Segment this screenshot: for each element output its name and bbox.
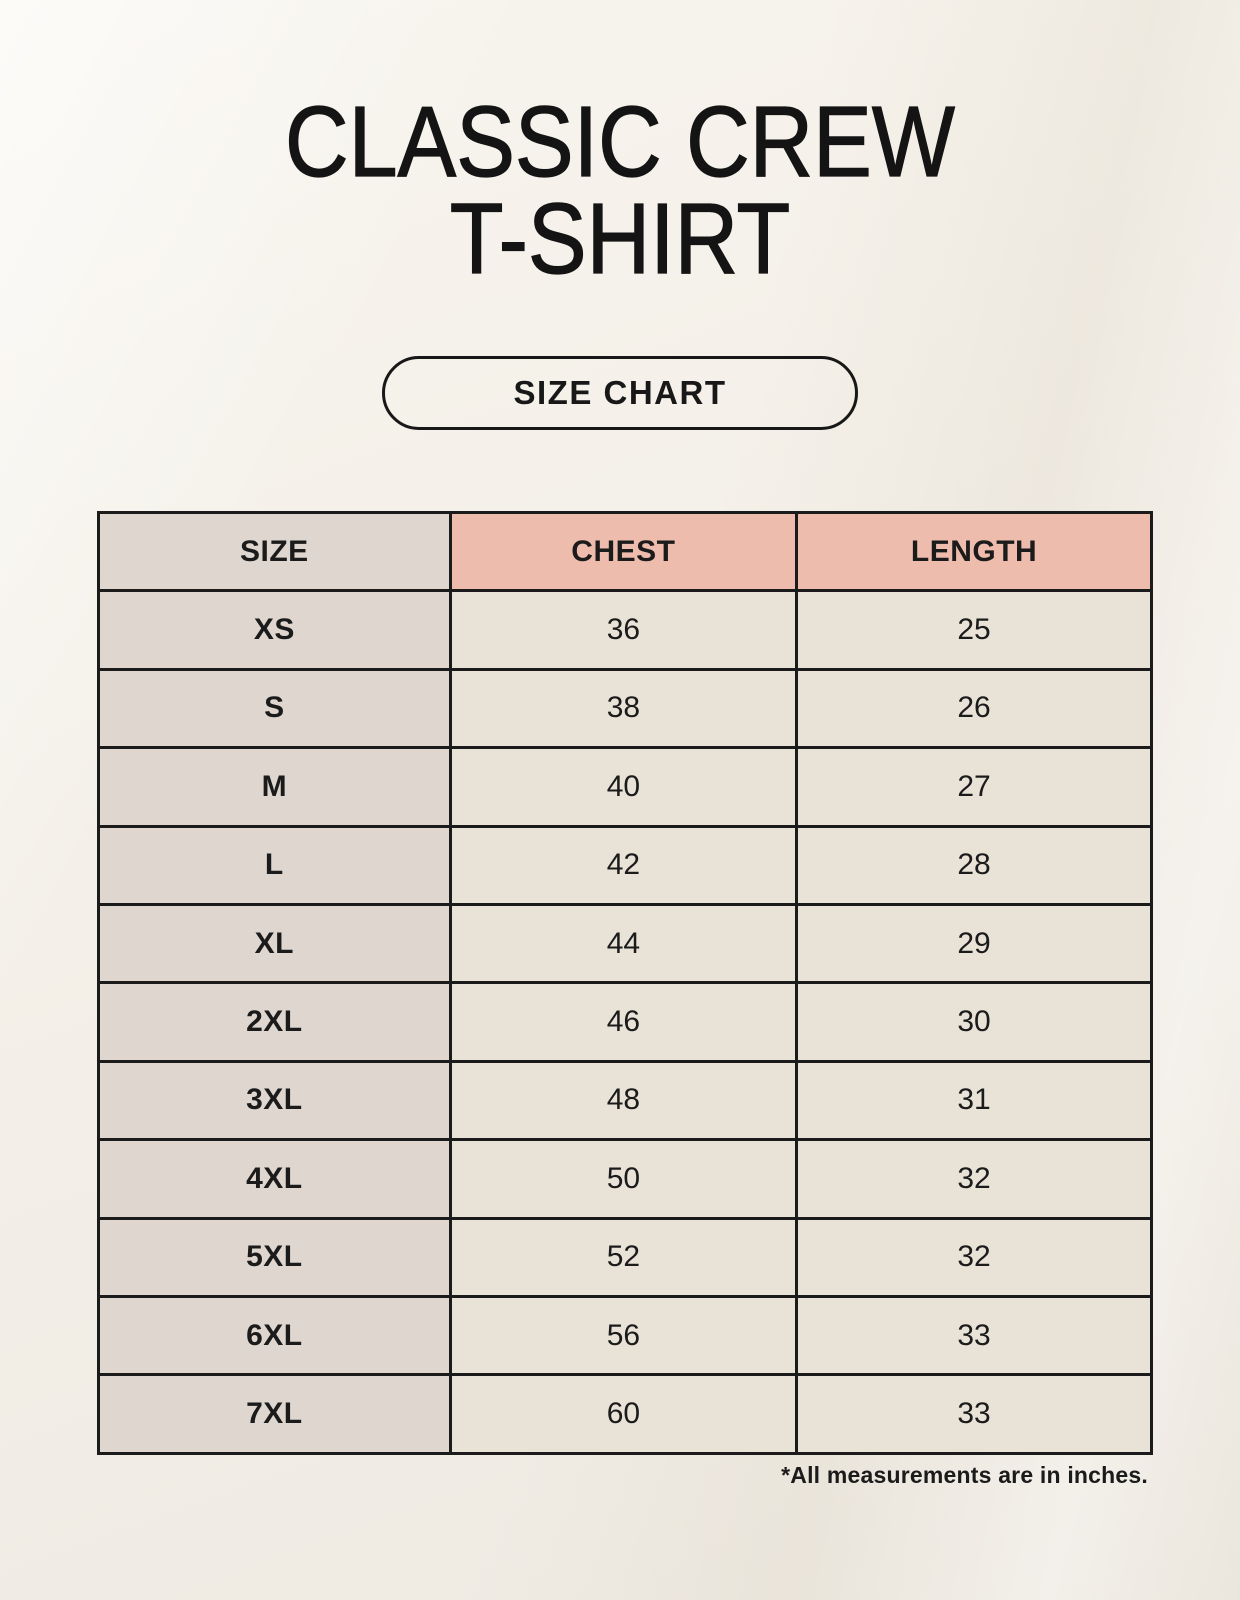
table-row: XL 44 29 xyxy=(97,902,1153,985)
table-row: L 42 28 xyxy=(97,824,1153,906)
size-cell: L xyxy=(97,824,452,906)
chest-cell: 48 xyxy=(448,1059,799,1142)
chest-cell: 50 xyxy=(448,1138,799,1220)
size-cell: XL xyxy=(97,902,452,985)
chest-cell: 44 xyxy=(448,902,799,985)
col-header-length: LENGTH xyxy=(795,510,1153,593)
title-line-2: T-SHIRT xyxy=(449,183,791,295)
size-table: SIZE CHEST LENGTH XS 36 25 S 38 26 M 40 … xyxy=(97,510,1153,1455)
length-cell: 33 xyxy=(795,1294,1153,1377)
table-row: 4XL 50 32 xyxy=(97,1138,1153,1220)
length-cell: 30 xyxy=(795,981,1153,1063)
size-cell: M xyxy=(97,746,452,828)
length-cell: 32 xyxy=(795,1216,1153,1298)
length-cell: 32 xyxy=(795,1138,1153,1220)
size-cell: 3XL xyxy=(97,1059,452,1142)
table-row: XS 36 25 xyxy=(97,589,1153,671)
length-cell: 29 xyxy=(795,902,1153,985)
length-cell: 26 xyxy=(795,667,1153,750)
size-cell: 5XL xyxy=(97,1216,452,1298)
table-row: 7XL 60 33 xyxy=(97,1373,1153,1455)
chest-cell: 42 xyxy=(448,824,799,906)
chest-cell: 38 xyxy=(448,667,799,750)
table-row: 2XL 46 30 xyxy=(97,981,1153,1063)
size-cell: 7XL xyxy=(97,1373,452,1455)
measurements-footnote: *All measurements are in inches. xyxy=(781,1462,1148,1488)
chest-cell: 60 xyxy=(448,1373,799,1455)
table-row: 6XL 56 33 xyxy=(97,1294,1153,1377)
table-row: S 38 26 xyxy=(97,667,1153,750)
size-cell: 2XL xyxy=(97,981,452,1063)
chest-cell: 56 xyxy=(448,1294,799,1377)
length-cell: 33 xyxy=(795,1373,1153,1455)
size-chart-button[interactable]: SIZE CHART xyxy=(382,356,858,430)
length-cell: 27 xyxy=(795,746,1153,828)
length-cell: 28 xyxy=(795,824,1153,906)
header-row: SIZE CHEST LENGTH xyxy=(97,510,1153,593)
length-cell: 25 xyxy=(795,589,1153,671)
col-header-chest: CHEST xyxy=(448,510,799,593)
title-line-1: CLASSIC CREW xyxy=(284,86,955,198)
length-cell: 31 xyxy=(795,1059,1153,1142)
chest-cell: 40 xyxy=(448,746,799,828)
table-row: M 40 27 xyxy=(97,746,1153,828)
size-chart-button-label: SIZE CHART xyxy=(513,374,727,411)
chest-cell: 46 xyxy=(448,981,799,1063)
size-cell: XS xyxy=(97,589,452,671)
size-cell: 6XL xyxy=(97,1294,452,1377)
table-row: 3XL 48 31 xyxy=(97,1059,1153,1142)
size-cell: 4XL xyxy=(97,1138,452,1220)
page-title: CLASSIC CREW T-SHIRT xyxy=(0,86,1240,295)
chest-cell: 36 xyxy=(448,589,799,671)
size-cell: S xyxy=(97,667,452,750)
chest-cell: 52 xyxy=(448,1216,799,1298)
col-header-size: SIZE xyxy=(97,510,452,593)
table-row: 5XL 52 32 xyxy=(97,1216,1153,1298)
